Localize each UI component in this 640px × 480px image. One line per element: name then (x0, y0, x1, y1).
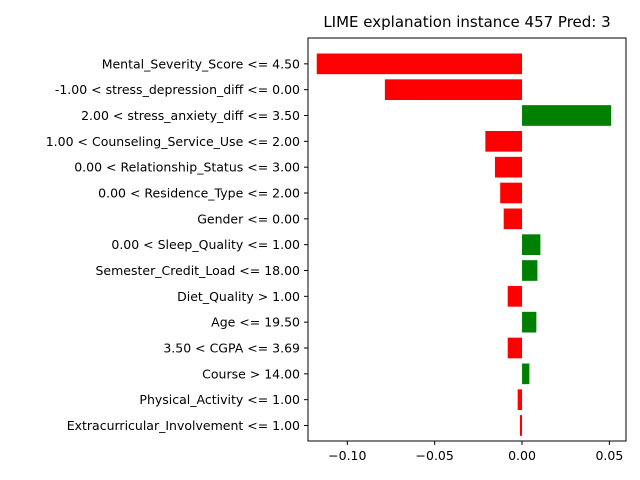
bar-3 (485, 131, 523, 152)
y-tick-label-14: Extracurricular_Involvement <= 1.00 (67, 418, 300, 433)
y-tick-label-8: Semester_Credit_Load <= 18.00 (96, 263, 301, 278)
bar-5 (500, 182, 523, 204)
y-tick-label-5: 0.00 < Residence_Type <= 2.00 (98, 186, 300, 201)
x-ticks: −0.10 −0.05 0.00 0.05 (328, 441, 623, 463)
y-tick-label-11: 3.50 < CGPA <= 3.69 (163, 341, 300, 356)
y-tick-label-13: Physical_Activity <= 1.00 (139, 392, 300, 407)
y-tick-label-1: -1.00 < stress_depression_diff <= 0.00 (55, 82, 300, 97)
x-tick-label-2: 0.00 (508, 448, 536, 463)
bar-6 (503, 208, 523, 230)
x-tick-label-3: 0.05 (595, 448, 623, 463)
y-tick-label-2: 2.00 < stress_anxiety_diff <= 3.50 (81, 108, 300, 123)
y-tick-label-10: Age <= 19.50 (211, 315, 300, 330)
plot-frame (307, 37, 627, 442)
y-tick-label-9: Diet_Quality > 1.00 (177, 289, 300, 304)
y-tick-label-12: Course > 14.00 (202, 366, 300, 381)
y-tick-label-7: 0.00 < Sleep_Quality <= 1.00 (111, 237, 300, 252)
y-tick-labels: Mental_Severity_Score <= 4.50 -1.00 < str… (46, 56, 308, 433)
bar-7 (522, 234, 541, 255)
bar-10 (522, 311, 537, 333)
y-tick-label-4: 0.00 < Relationship_Status <= 3.00 (74, 160, 300, 175)
bar-0 (316, 53, 523, 75)
x-tick-label-1: −0.05 (416, 448, 454, 463)
bar-11 (507, 337, 523, 359)
x-tick-label-0: −0.10 (328, 448, 366, 463)
bar-14 (519, 415, 523, 436)
bar-8 (522, 260, 538, 281)
bar-12 (522, 363, 530, 385)
bar-1 (384, 79, 523, 100)
y-tick-label-0: Mental_Severity_Score <= 4.50 (102, 56, 300, 71)
bar-13 (517, 389, 523, 410)
chart-title: LIME explanation instance 457 Pred: 3 (323, 13, 610, 31)
bar-2 (522, 105, 612, 126)
y-tick-label-6: Gender <= 0.00 (197, 211, 300, 226)
bar-4 (494, 156, 523, 178)
bars-group (316, 53, 612, 436)
bar-9 (507, 286, 523, 307)
y-tick-label-3: 1.00 < Counseling_Service_Use <= 2.00 (46, 134, 300, 149)
